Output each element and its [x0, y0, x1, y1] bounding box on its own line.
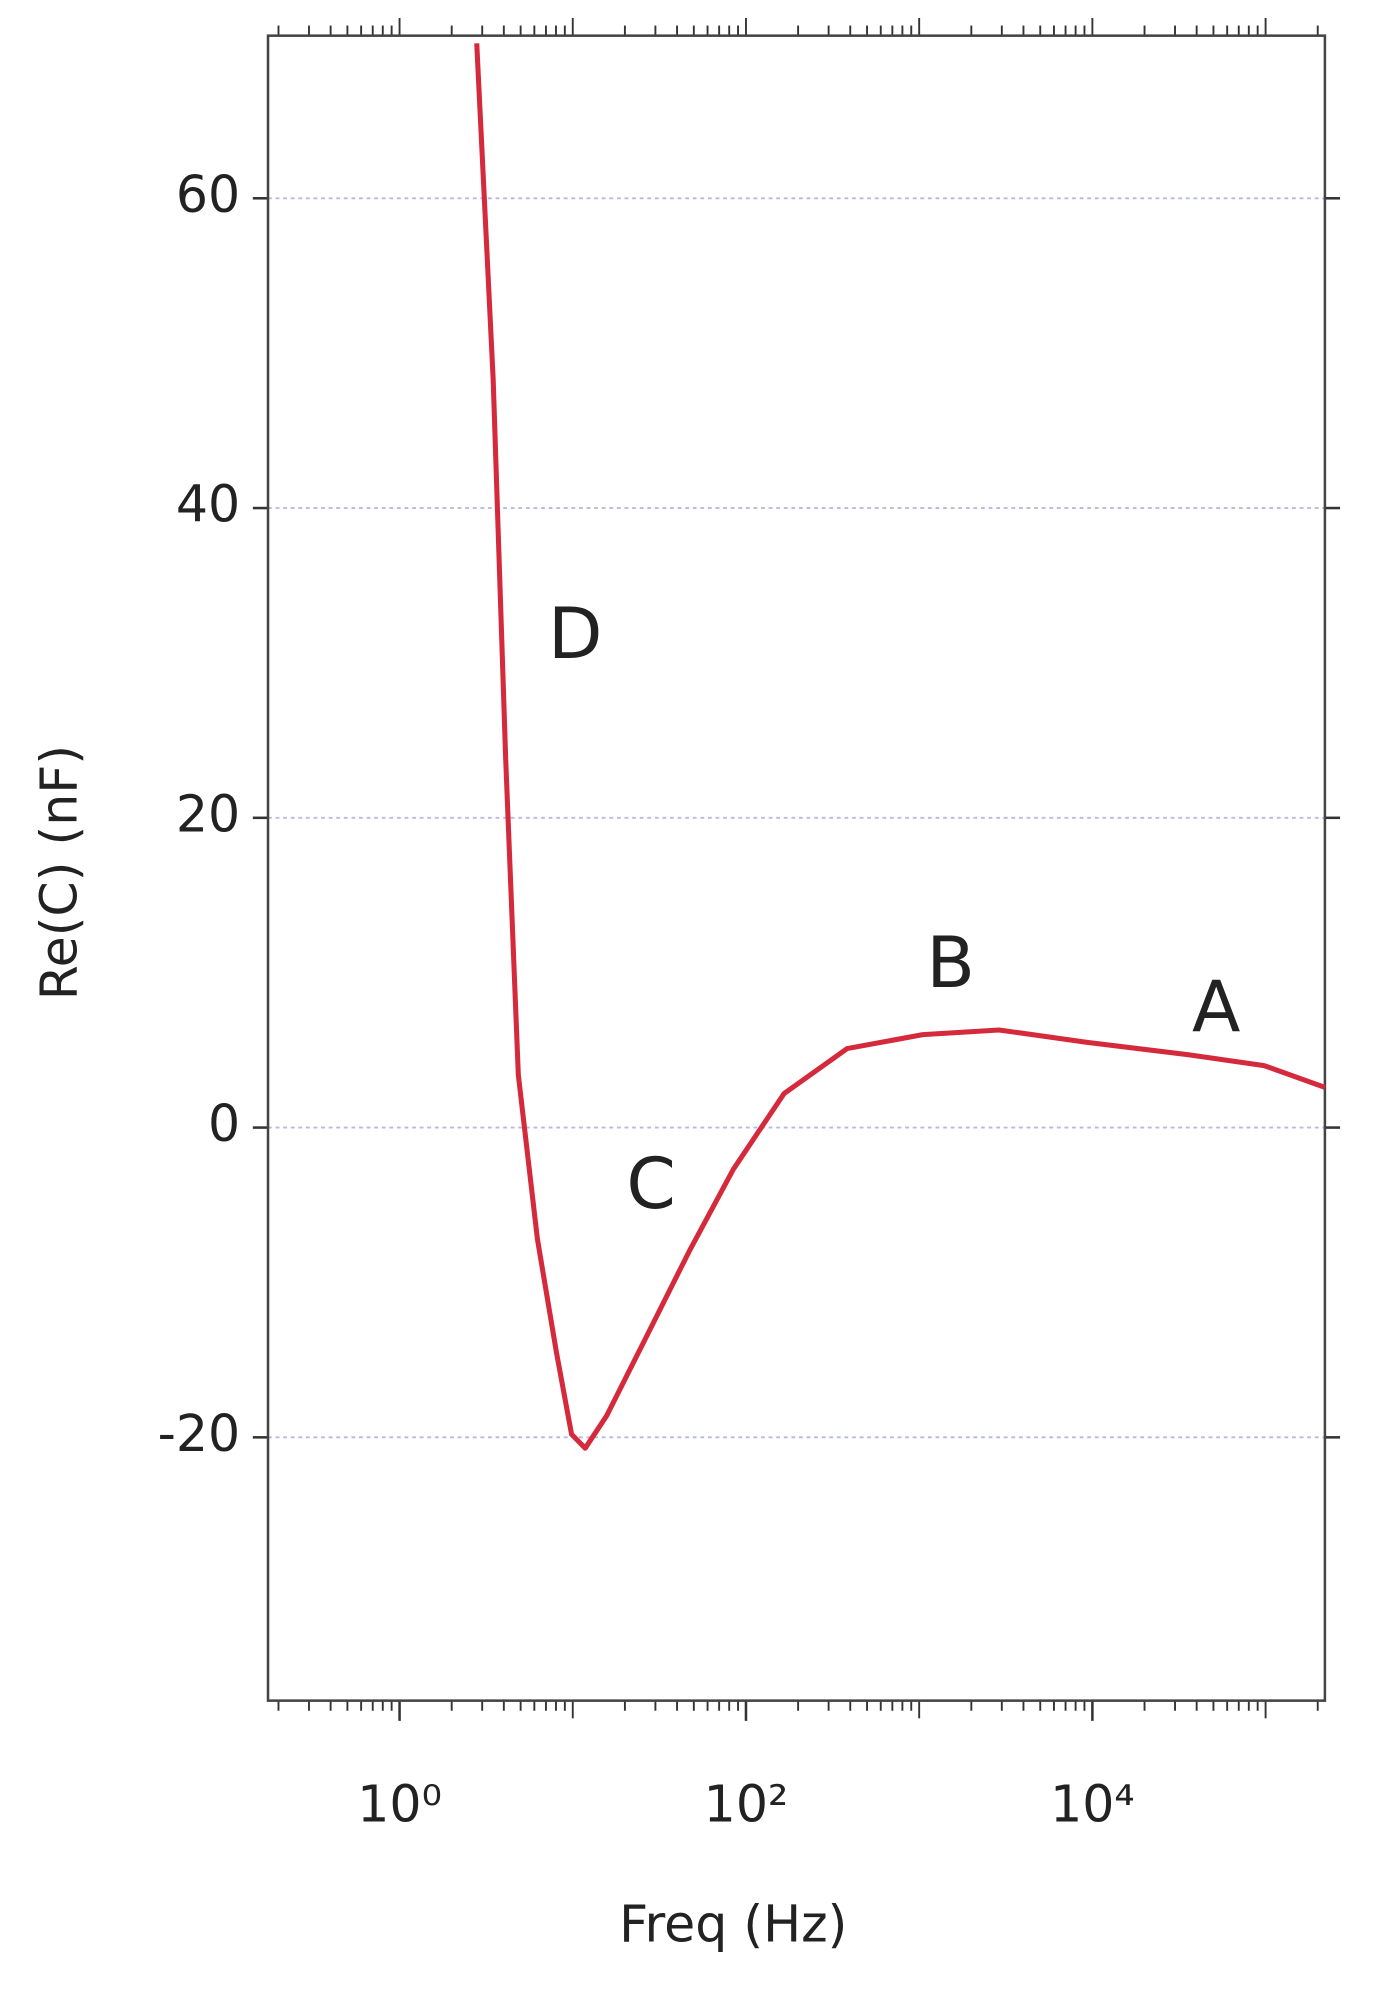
x-axis-label: Freq (Hz): [619, 1895, 847, 1954]
plot-frame: [266, 34, 1327, 1702]
y-axis-label: Re(C) (nF): [30, 745, 89, 1000]
y-tick-label: 20: [176, 784, 240, 843]
y-tick-label: -20: [158, 1404, 241, 1463]
y-tick-label: 60: [176, 165, 240, 224]
annotation: A: [1192, 965, 1240, 1048]
y-tick-label: 40: [176, 475, 240, 534]
data-line: [474, 43, 1326, 1451]
annotation: B: [926, 921, 975, 1004]
x-tick-label: 10⁰: [357, 1775, 442, 1834]
annotation: D: [548, 592, 603, 675]
annotation: C: [626, 1142, 675, 1225]
x-tick-label: 10²: [704, 1775, 789, 1834]
x-tick-label: 10⁴: [1050, 1775, 1135, 1834]
y-tick-label: 0: [208, 1094, 240, 1153]
